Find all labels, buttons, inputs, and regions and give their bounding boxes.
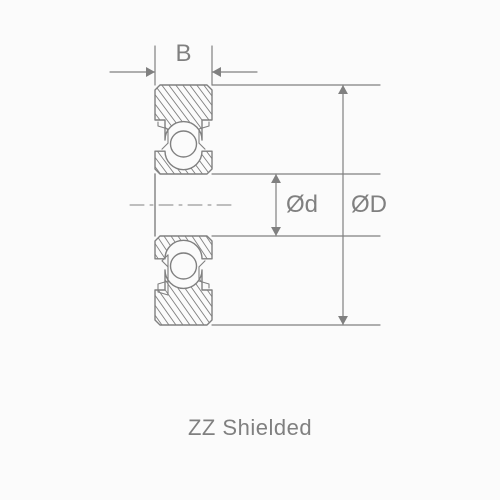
label-outer-diameter-D: ØD bbox=[351, 191, 387, 219]
label-inner-diameter-d: Ød bbox=[286, 191, 318, 219]
label-width-B: B bbox=[176, 40, 192, 68]
diagram-caption: ZZ Shielded bbox=[0, 415, 500, 441]
